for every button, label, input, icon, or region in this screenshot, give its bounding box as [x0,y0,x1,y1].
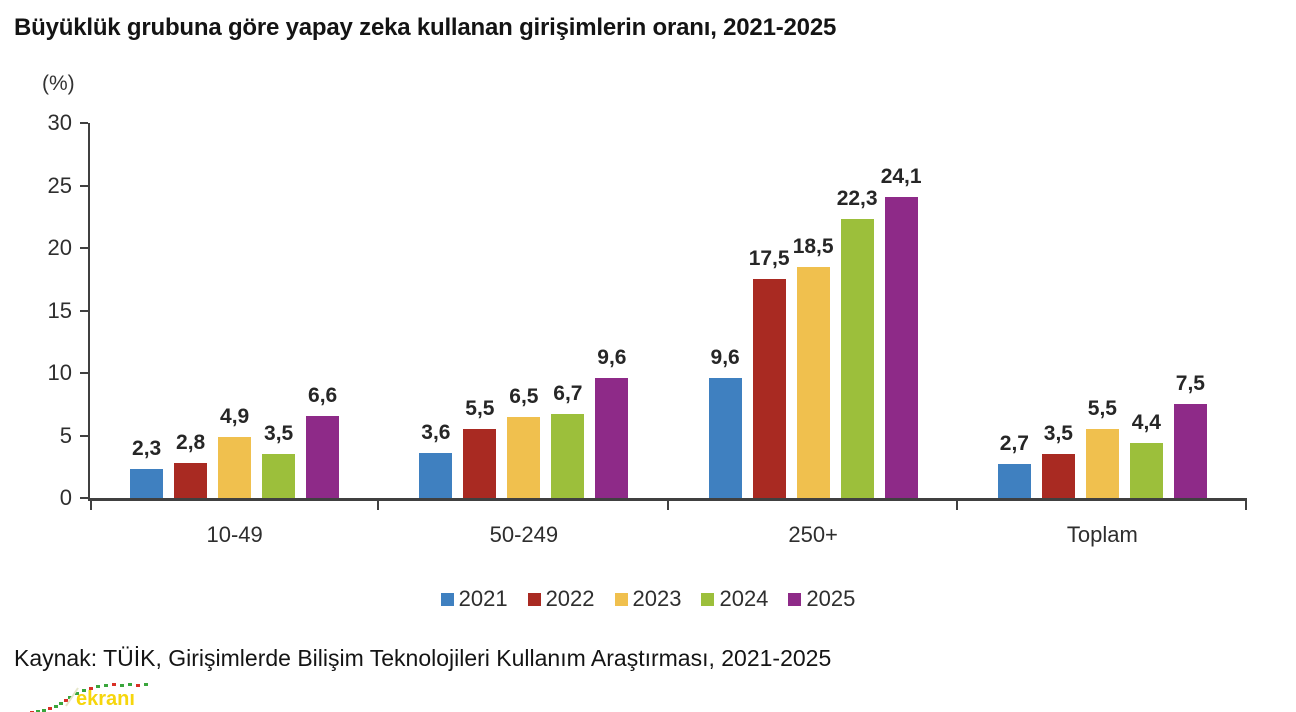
x-tick [955,501,958,510]
bar-2023-50-249: 6,5 [507,385,541,498]
bar-2021-250+: 9,6 [708,346,742,498]
y-tick-label: 25 [47,172,72,198]
bar-value-label: 5,5 [1087,397,1117,421]
x-tick [377,501,380,510]
legend-label: 2025 [806,586,856,611]
bar-2021-50-249: 3,6 [419,421,453,498]
bar-2024-Toplam: 4,4 [1129,411,1163,498]
category-label-Toplam: Toplam [1066,522,1138,547]
legend-label: 2023 [632,586,682,611]
legend-item-2024: 2024 [701,586,768,612]
legend-item-2025: 2025 [788,586,855,612]
bar-value-label: 5,5 [465,397,495,421]
bar-value-label: 6,5 [509,384,539,408]
bar-2024-10-49: 3,5 [262,422,296,498]
plot-area: 0 5 10 15 20 25 30 2,3 2,8 4,9 3,5 6,6 10-49 3,6 5,5 6,… [48,112,1247,547]
bar-2025-Toplam: 7,5 [1173,372,1207,498]
y-tick [80,434,88,437]
bar-value-label: 4,9 [220,404,250,428]
bar-value-label: 9,6 [710,346,740,369]
y-tick-label: 5 [59,422,72,448]
bar-2023-Toplam: 5,5 [1085,397,1119,498]
y-tick [80,184,88,187]
bar-group-250+: 9,6 17,5 18,5 22,3 24,1 250+ [669,123,958,547]
bar-group-50-249: 3,6 5,5 6,5 6,7 9,6 50-249 [379,123,668,547]
bar-2025-50-249: 9,6 [595,346,629,498]
bar-2022-250+: 17,5 [749,247,790,498]
y-tick-label: 30 [47,110,72,135]
bar-2024-250+: 22,3 [837,187,878,498]
bar-value-label: 4,4 [1131,411,1161,434]
bar-2022-50-249: 5,5 [463,397,497,498]
bar-group-Toplam: 2,7 3,5 5,5 4,4 7,5 Toplam [958,123,1247,547]
x-tick [90,501,92,510]
y-axis-unit-label: (%) [42,72,75,95]
bar-value-label: 22,3 [836,187,878,211]
legend-swatch [614,592,628,606]
bar-2023-250+: 18,5 [793,235,834,498]
y-tick-label: 10 [47,360,72,386]
chart-title: Büyüklük grubuna göre yapay zeka kullana… [14,14,837,41]
legend-label: 2024 [719,586,769,611]
category-label-50-249: 50-249 [489,522,559,547]
y-tick [80,309,88,312]
bar-2024-50-249: 6,7 [551,382,585,498]
bar-value-label: 9,6 [597,346,627,369]
y-tick-label: 0 [59,485,72,510]
bar-value-label: 2,8 [176,431,206,454]
bar-2022-10-49: 2,8 [174,431,208,498]
legend-swatch [440,592,454,606]
x-tick [1245,501,1247,510]
bar-value-label: 24,1 [880,164,922,188]
bar-value-label: 3,5 [1043,422,1073,446]
bar-2023-10-49: 4,9 [218,405,252,498]
bar-value-label: 6,7 [553,382,583,406]
legend-label: 2022 [545,586,595,611]
bar-value-label: 2,3 [132,437,162,461]
legend-item-2022: 2022 [527,586,595,612]
bar-value-label: 17,5 [748,247,790,271]
y-tick [80,247,88,250]
bar-value-label: 2,7 [999,432,1029,456]
y-tick-label: 20 [47,235,72,261]
category-label-250+: 250+ [788,522,838,547]
legend-swatch [701,592,715,606]
bar-2025-10-49: 6,6 [306,384,340,498]
legend-item-2023: 2023 [614,586,682,612]
y-tick [80,497,88,499]
bar-2022-Toplam: 3,5 [1041,422,1075,498]
bar-2021-Toplam: 2,7 [997,432,1031,498]
legend-swatch [527,592,541,606]
bar-2021-10-49: 2,3 [130,437,164,498]
bar-value-label: 6,6 [308,383,338,407]
source-note: Kaynak: TÜİK, Girişimlerde Bilişim Tekno… [14,645,832,671]
bar-value-label: 18,5 [792,234,834,258]
bar-group-10-49: 2,3 2,8 4,9 3,5 6,6 10-49 [90,123,379,547]
legend-item-2021: 2021 [440,586,508,612]
y-tick-label: 15 [47,297,72,323]
category-label-10-49: 10-49 [206,522,263,547]
legend: 2021 2022 2023 2024 2025 [0,586,1296,612]
y-tick [80,122,88,124]
x-tick [666,501,669,510]
legend-swatch [788,592,802,606]
bar-value-label: 3,6 [421,421,451,444]
legend-label: 2021 [458,586,508,611]
bar-value-label: 3,5 [264,422,294,446]
watermark-logo: ekranı [30,683,148,712]
bar-2025-250+: 24,1 [881,165,922,498]
bar-value-label: 7,5 [1175,372,1205,396]
watermark-chart-art [30,683,148,712]
y-tick [80,372,88,375]
watermark-text: ekranı [76,688,135,710]
